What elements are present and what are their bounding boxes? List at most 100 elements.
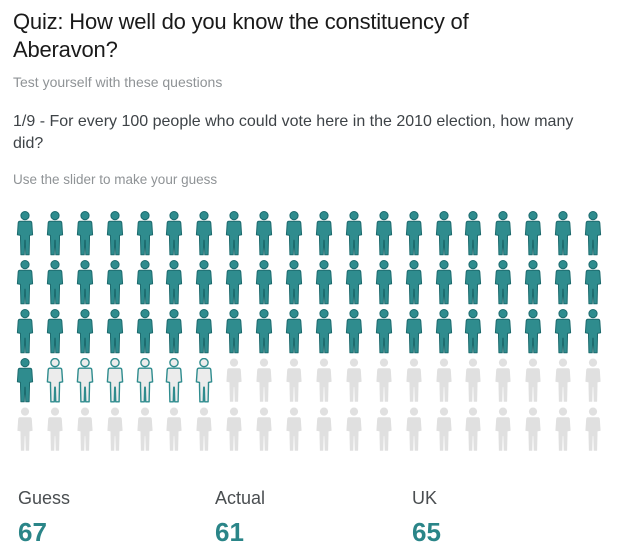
person-icon-gray [253,407,275,452]
person-icon-gray [253,358,275,403]
person-icon-solid [433,309,455,354]
person-icon-solid [313,309,335,354]
person-icon-solid [582,260,604,305]
question-text: 1/9 - For every 100 people who could vot… [13,113,574,152]
person-icon-solid [462,309,484,354]
stat-actual: Actual 61 [215,488,412,548]
person-icon-gray [582,407,604,452]
person-icon-solid [223,309,245,354]
person-icon-solid [104,260,126,305]
person-icon-solid [14,309,36,354]
person-icon-solid [14,260,36,305]
person-icon-gray [522,358,544,403]
person-icon-gray [403,358,425,403]
person-icon-solid [403,260,425,305]
person-icon-solid [193,260,215,305]
pictogram-slider-grid[interactable] [0,211,618,452]
person-icon-solid [462,260,484,305]
person-icon-solid [373,260,395,305]
person-icon-solid [253,211,275,256]
person-icon-solid [163,211,185,256]
person-icon-gray [313,407,335,452]
person-icon-solid [134,260,156,305]
person-icon-solid [313,211,335,256]
person-icon-gray [283,407,305,452]
person-icon-outlined [74,358,96,403]
person-icon-solid [552,260,574,305]
stats-row: Guess 67 Actual 61 UK 65 [18,488,618,548]
person-icon-solid [582,211,604,256]
stat-uk: UK 65 [412,488,609,548]
stat-guess: Guess 67 [18,488,215,548]
person-icon-solid [433,211,455,256]
quiz-page: Quiz: How well do you know the constitue… [0,8,618,552]
person-icon-solid [44,211,66,256]
person-icon-gray [492,407,514,452]
person-icon-solid [522,260,544,305]
person-icon-solid [134,309,156,354]
person-icon-solid [134,211,156,256]
person-icon-solid [343,309,365,354]
person-icon-solid [74,211,96,256]
person-icon-gray [373,358,395,403]
person-icon-outlined [104,358,126,403]
person-icon-solid [492,260,514,305]
person-icon-gray [104,407,126,452]
person-icon-gray [313,358,335,403]
person-icon-gray [163,407,185,452]
person-icon-gray [343,358,365,403]
person-icon-solid [582,309,604,354]
person-icon-solid [14,358,36,403]
stat-uk-value: 65 [412,517,441,547]
person-icon-solid [163,309,185,354]
person-icon-gray [582,358,604,403]
person-icon-solid [223,211,245,256]
person-icon-solid [522,211,544,256]
person-icon-solid [373,211,395,256]
stat-guess-value: 67 [18,517,47,547]
person-icon-outlined [193,358,215,403]
person-icon-solid [343,260,365,305]
person-icon-solid [552,211,574,256]
person-icon-solid [433,260,455,305]
person-icon-solid [522,309,544,354]
person-icon-solid [193,309,215,354]
stat-actual-value: 61 [215,517,244,547]
person-icon-gray [283,358,305,403]
person-icon-gray [74,407,96,452]
person-icon-gray [193,407,215,452]
person-icon-outlined [134,358,156,403]
person-icon-gray [134,407,156,452]
person-icon-gray [223,407,245,452]
person-icon-gray [492,358,514,403]
person-icon-solid [462,211,484,256]
person-icon-gray [403,407,425,452]
person-icon-solid [373,309,395,354]
person-icon-solid [104,211,126,256]
person-icon-gray [522,407,544,452]
person-icon-solid [283,211,305,256]
person-icon-gray [223,358,245,403]
person-icon-solid [44,309,66,354]
person-icon-gray [44,407,66,452]
person-icon-solid [14,211,36,256]
person-icon-solid [253,260,275,305]
person-icon-solid [74,309,96,354]
stat-guess-label: Guess [18,488,71,508]
person-icon-solid [403,211,425,256]
person-icon-solid [492,309,514,354]
person-icon-solid [492,211,514,256]
person-icon-gray [433,358,455,403]
person-icon-solid [283,260,305,305]
person-icon-solid [313,260,335,305]
person-icon-solid [193,211,215,256]
person-icon-solid [163,260,185,305]
person-icon-outlined [163,358,185,403]
quiz-title: Quiz: How well do you know the constitue… [13,9,469,62]
person-icon-outlined [44,358,66,403]
person-icon-solid [403,309,425,354]
person-icon-gray [462,407,484,452]
person-icon-solid [74,260,96,305]
person-icon-solid [44,260,66,305]
person-icon-gray [373,407,395,452]
